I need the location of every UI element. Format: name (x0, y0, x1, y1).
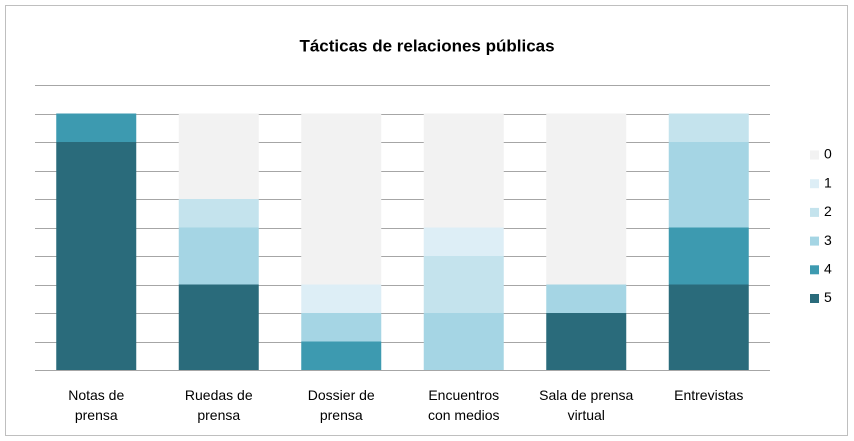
bar-segment (546, 313, 627, 370)
legend-label: 1 (824, 174, 832, 190)
bar-segment (423, 256, 504, 313)
bar-segment (423, 227, 504, 256)
bar-segment (668, 284, 749, 370)
legend-swatch (810, 179, 819, 189)
legend-swatch (810, 294, 819, 303)
x-tick-label: Dossier de prensa (307, 387, 375, 423)
bar-segment (301, 284, 382, 313)
legend-swatch (810, 265, 819, 275)
legend-label: 2 (824, 203, 832, 219)
legend-swatch (810, 150, 819, 160)
x-tick-label: Encuentros con medios (427, 387, 500, 423)
x-tick-label: Entrevistas (674, 387, 744, 403)
bar-segment (546, 113, 627, 285)
bar-segment (668, 113, 749, 142)
bar-segment (423, 113, 504, 228)
x-tick-label: Notas de prensa (68, 387, 125, 423)
legend-label: 4 (824, 261, 832, 277)
legend-label: 0 (824, 146, 832, 162)
bar-segment (56, 113, 137, 142)
legend-label: 5 (824, 289, 832, 305)
legend-swatch (810, 236, 819, 246)
bar-segment (301, 341, 382, 370)
bar-segment (668, 227, 749, 285)
bar-segment (178, 227, 259, 285)
bar-segment (56, 142, 137, 370)
bar-segment (301, 313, 382, 342)
legend-swatch (810, 207, 819, 217)
bar-segment (178, 113, 259, 199)
legend-label: 3 (824, 232, 832, 248)
chart-title: Tácticas de relaciones públicas (299, 36, 554, 55)
x-tick-label: Ruedas de prensa (184, 387, 253, 423)
bar-segment (301, 113, 382, 285)
bar-segment (178, 199, 259, 228)
bar-segment (178, 284, 259, 370)
bar-segment (423, 313, 504, 370)
bar-segment (546, 284, 627, 313)
bar-segment (668, 142, 749, 228)
x-tick-label: Sala de prensa virtual (539, 387, 634, 423)
